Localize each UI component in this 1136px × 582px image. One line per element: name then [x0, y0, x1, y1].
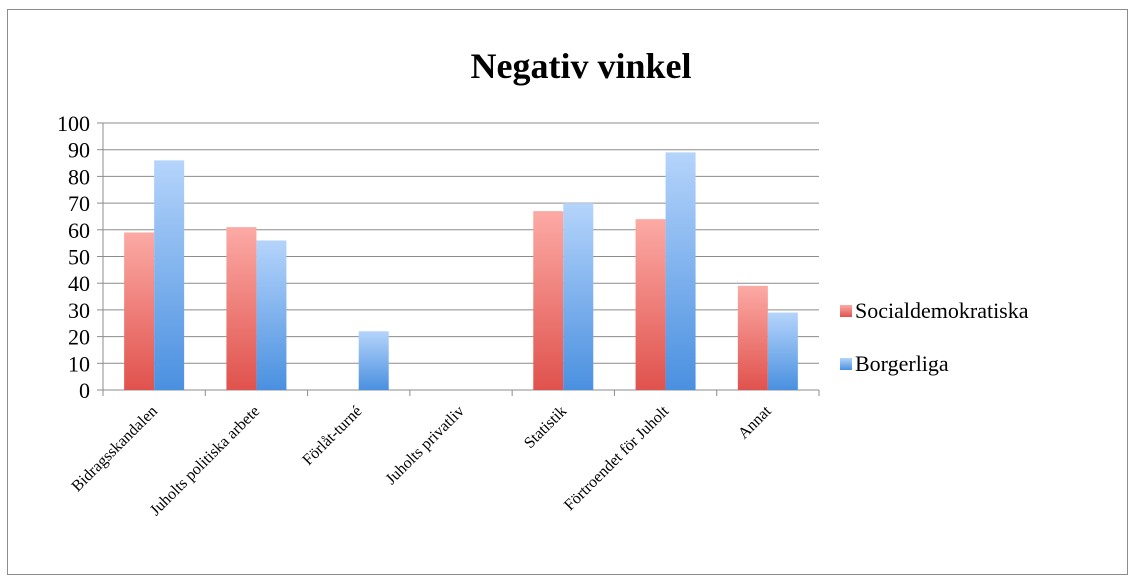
y-tick-label: 60	[68, 218, 90, 243]
x-tick-label: Statistik	[521, 403, 570, 452]
bar-borgerliga	[767, 312, 798, 390]
gridlines	[97, 122, 819, 391]
axes	[102, 123, 820, 396]
y-tick-label: 20	[68, 325, 90, 350]
y-tick-label: 100	[57, 111, 90, 136]
bar-borgerliga	[665, 152, 696, 390]
legend-swatch	[840, 358, 852, 370]
bars	[124, 152, 798, 390]
x-tick-label: Juholts privatliv	[383, 403, 468, 488]
y-tick-label: 80	[68, 164, 90, 189]
bar-socialdemokratiska	[635, 219, 666, 390]
legend-label: Socialdemokratiska	[855, 298, 1029, 323]
y-tick-label: 50	[68, 245, 90, 270]
x-tick-label: Förlåt-turné	[299, 403, 365, 469]
x-tick-label: Bidragsskandalen	[69, 403, 161, 495]
y-tick-label: 10	[68, 351, 90, 376]
bar-socialdemokratiska	[737, 285, 768, 390]
legend-label: Borgerliga	[855, 351, 949, 376]
y-tick-label: 30	[68, 298, 90, 323]
x-tick-label: Annat	[735, 402, 775, 442]
bar-borgerliga	[256, 240, 287, 390]
y-tick-label: 70	[68, 191, 90, 216]
x-tick-label: Förtroendet för Juholt	[561, 402, 673, 514]
legend-swatch	[840, 305, 852, 317]
y-tick-label: 40	[68, 271, 90, 296]
y-tick-label: 0	[79, 378, 90, 403]
y-tick-label: 90	[68, 138, 90, 163]
bar-socialdemokratiska	[226, 227, 257, 390]
x-tick-label: Juholts politiska arbete	[147, 403, 263, 519]
bar-borgerliga	[358, 331, 389, 390]
chart-title: Negativ vinkel	[471, 46, 692, 86]
bar-socialdemokratiska	[533, 211, 564, 390]
bar-borgerliga	[563, 203, 594, 390]
legend: Socialdemokratiska Borgerliga	[840, 298, 1029, 376]
bar-socialdemokratiska	[124, 232, 155, 390]
bar-borgerliga	[154, 160, 185, 390]
